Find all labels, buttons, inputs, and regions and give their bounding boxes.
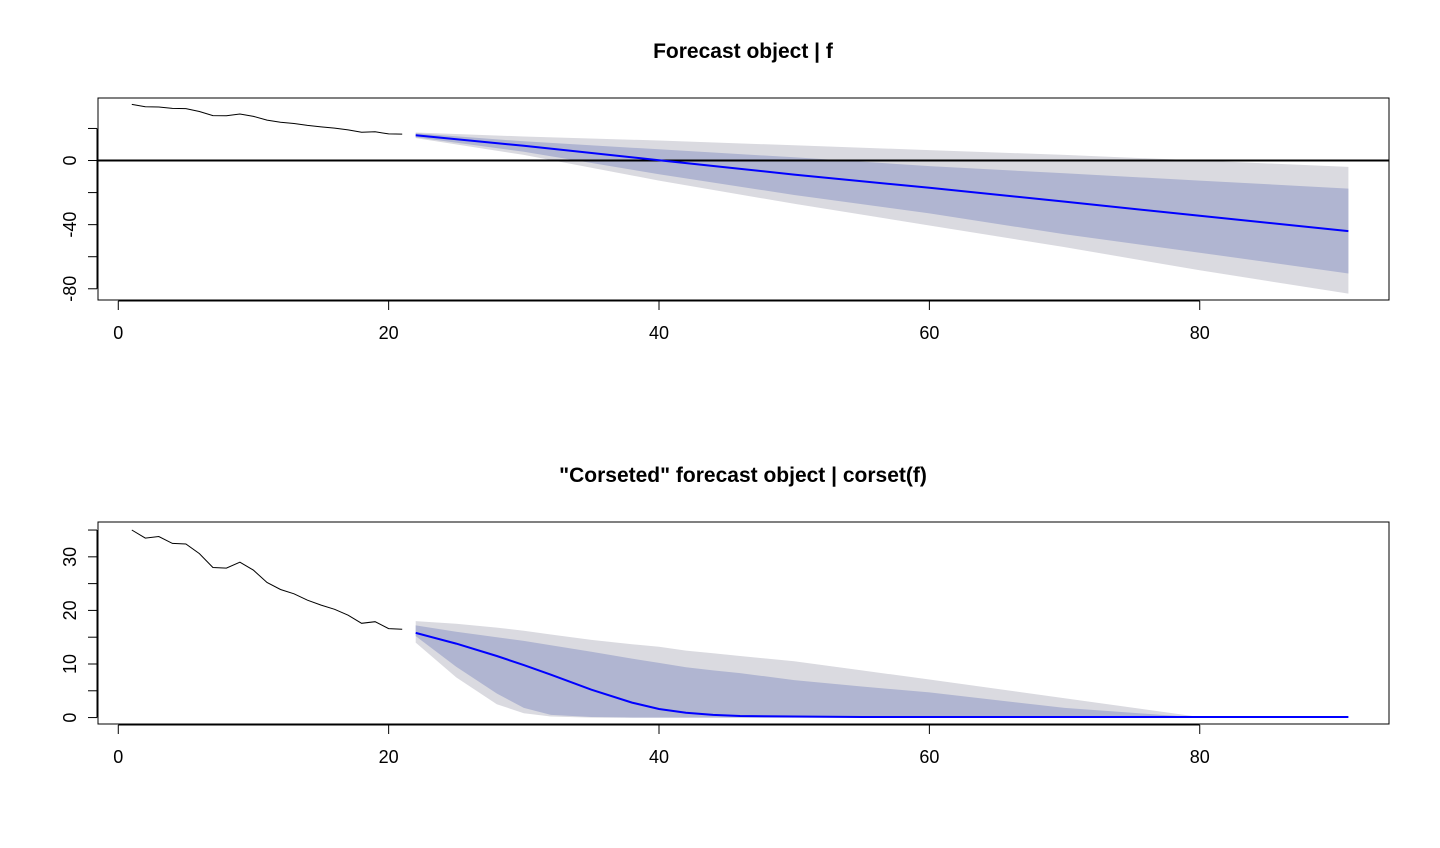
chart-title: "Corseted" forecast object | corset(f): [559, 464, 927, 487]
x-tick-label: 40: [649, 323, 669, 343]
y-tick-label: 0: [60, 713, 80, 723]
y-axis: -80 -40 0: [60, 127, 98, 302]
y-tick-label: 10: [60, 654, 80, 674]
prediction-interval-95-band: [415, 132, 1349, 294]
chart-marks: [131, 529, 1349, 718]
x-tick-label: 40: [649, 747, 669, 767]
forecast-mean-line: [415, 134, 1349, 233]
y-tick-label: -40: [60, 212, 80, 238]
x-tick-label: 0: [113, 747, 123, 767]
x-tick-label: 60: [919, 323, 939, 343]
x-axis: 0 20 40 60 80: [113, 724, 1210, 767]
x-tick-label: 20: [379, 747, 399, 767]
corseted-forecast-panel: "Corseted" forecast object | corset(f) 0…: [60, 464, 1390, 767]
history-series-line: [131, 529, 403, 630]
forecast-panel: Forecast object | f 0 20 40 60 80 -80 -40 0: [60, 40, 1390, 343]
prediction-interval-80-band: [415, 625, 1349, 718]
forecast-mean-line: [415, 631, 1349, 718]
y-tick-label: 0: [60, 156, 80, 166]
x-axis: 0 20 40 60 80: [113, 300, 1210, 343]
plot-frame: [97, 97, 1390, 301]
y-tick-label: 30: [60, 547, 80, 567]
prediction-interval-80-band: [415, 133, 1349, 274]
history-series-line: [131, 103, 403, 135]
x-tick-label: 60: [919, 747, 939, 767]
y-axis: 0 10 20 30: [60, 529, 98, 723]
y-tick-label: -80: [60, 276, 80, 302]
y-tick-label: 20: [60, 600, 80, 620]
x-tick-label: 80: [1190, 747, 1210, 767]
plot-frame: [97, 521, 1390, 725]
x-tick-label: 20: [379, 323, 399, 343]
chart-title: Forecast object | f: [653, 40, 834, 63]
x-tick-label: 80: [1190, 323, 1210, 343]
chart-marks: [98, 103, 1389, 294]
x-tick-label: 0: [113, 323, 123, 343]
